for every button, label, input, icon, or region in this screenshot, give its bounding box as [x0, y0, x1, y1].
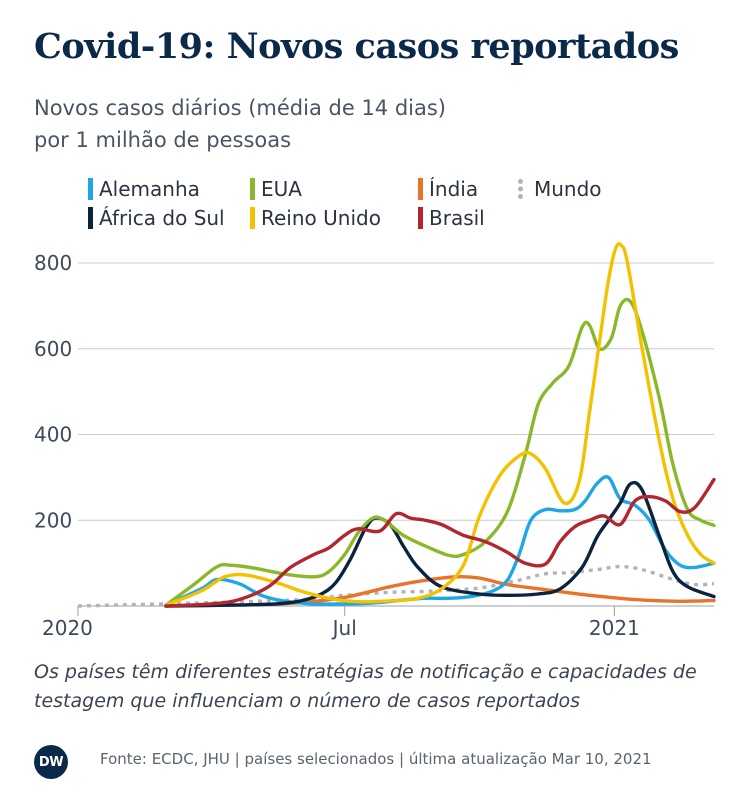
- legend-item-alemanha: Alemanha: [88, 177, 200, 201]
- legend-item-mundo: Mundo: [518, 177, 602, 201]
- legend-swatch: [518, 179, 528, 199]
- legend-label: Índia: [429, 177, 479, 201]
- y-tick-label: 800: [34, 251, 72, 275]
- y-tick-label: 400: [34, 423, 72, 447]
- series-line-reino-unido: [164, 242, 716, 607]
- series-line-brasil: [164, 477, 716, 608]
- legend-label: Reino Unido: [261, 206, 381, 230]
- legend-label: África do Sul: [99, 206, 225, 230]
- chart-subtitle-line1: Novos casos diários (média de 14 dias): [34, 96, 447, 120]
- series-line-alemanha: [164, 475, 716, 607]
- legend-item-india: Índia: [418, 177, 478, 201]
- series-line-mundo: [77, 564, 715, 608]
- chart-subtitle-line2: por 1 milhão de pessoas: [34, 128, 292, 152]
- series-line--frica-do-sul: [164, 480, 716, 608]
- legend-label: EUA: [261, 177, 302, 201]
- x-tick-label: Jul: [331, 616, 357, 640]
- legend-item-africa-do-sul: África do Sul: [88, 206, 225, 230]
- series-lines: [77, 242, 716, 608]
- legend-item-brasil: Brasil: [418, 206, 485, 230]
- x-tick-label: 2021: [589, 616, 640, 640]
- legend-item-reino-unido: Reino Unido: [250, 206, 381, 230]
- legend-label: Alemanha: [99, 177, 200, 201]
- legend-swatch: [88, 178, 93, 200]
- dw-logo: DW: [34, 745, 68, 779]
- legend-label: Brasil: [429, 206, 485, 230]
- legend-label: Mundo: [534, 177, 602, 201]
- y-tick-label: 200: [34, 508, 72, 532]
- legend-item-eua: EUA: [250, 177, 302, 201]
- source-line: Fonte: ECDC, JHU | países selecionados |…: [100, 750, 652, 768]
- line-chart: 800 600 400 200 2020 Jul 2021: [34, 242, 716, 640]
- series-line-eua: [164, 297, 716, 607]
- legend-swatch: [250, 178, 255, 200]
- y-tick-label: 600: [34, 337, 72, 361]
- chart-title: Covid-19: Novos casos reportados: [34, 26, 679, 67]
- x-tick-label: 2020: [42, 616, 93, 640]
- chart-note: Os países têm diferentes estratégias de …: [34, 661, 697, 712]
- legend-swatch: [88, 207, 93, 229]
- legend-swatch: [250, 207, 255, 229]
- legend-swatch: [418, 178, 423, 200]
- legend-swatch: [418, 207, 423, 229]
- axis-labels: 800 600 400 200 2020 Jul 2021: [34, 251, 640, 640]
